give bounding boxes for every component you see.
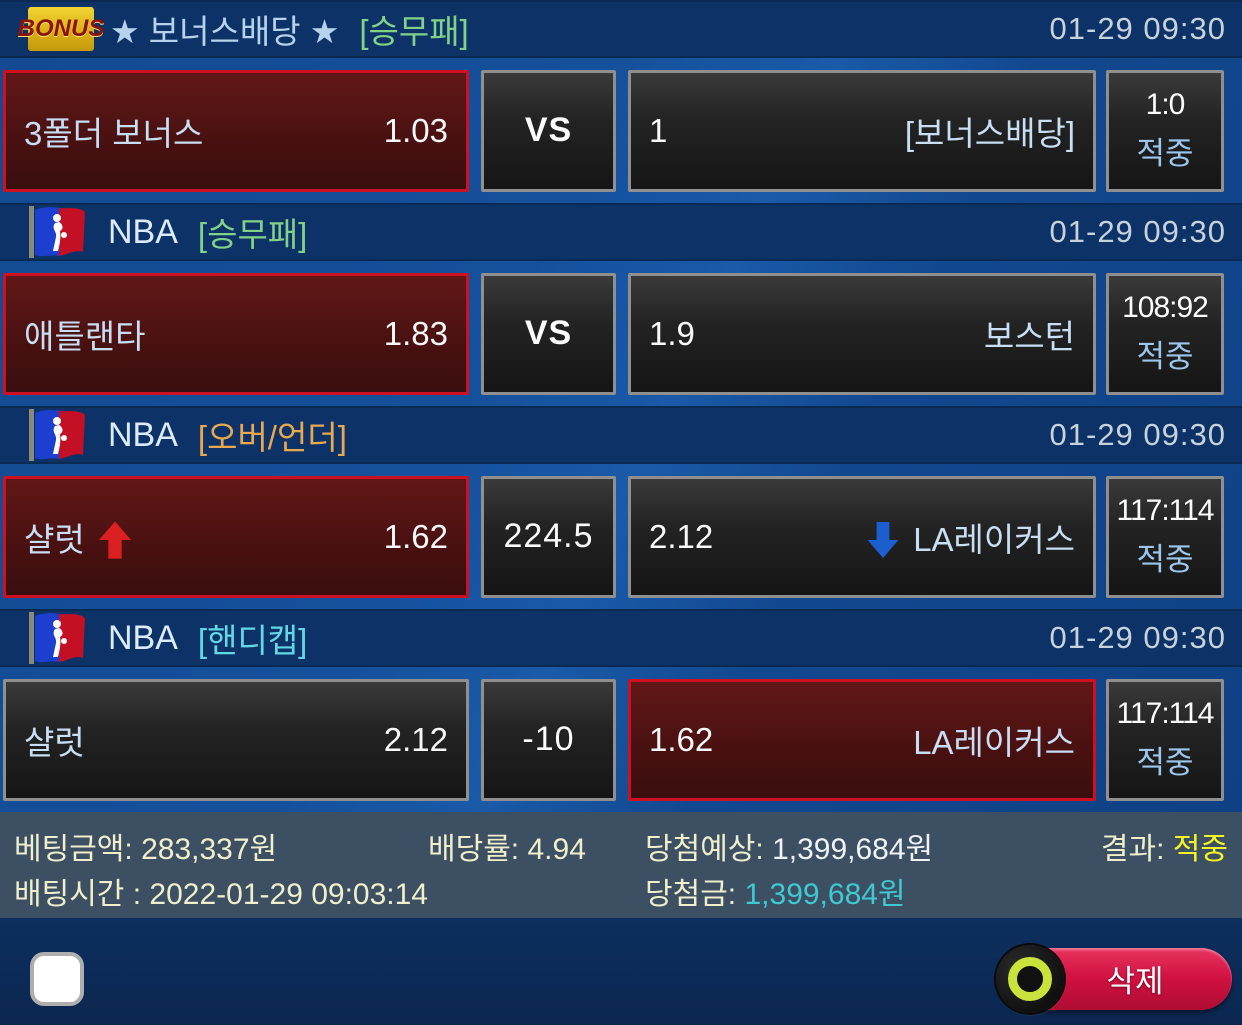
match-score: 1:0 <box>1145 88 1186 121</box>
bet-amount: 베팅금액: 283,337원 <box>14 824 277 868</box>
target-ring-icon <box>1008 956 1052 1001</box>
away-pick-box: 1.9 보스턴 <box>628 272 1096 395</box>
away-odds: 1.9 <box>649 314 695 352</box>
bet-amount-value: 283,337원 <box>141 833 278 866</box>
up-arrow-icon <box>98 520 131 559</box>
target-icon <box>996 944 1064 1013</box>
draw-box: VS <box>481 69 616 192</box>
hit-status: 적중 <box>1136 339 1194 374</box>
draw-box: VS <box>481 272 616 395</box>
match-header-nba-2: NBA [오버/언더] 01-29 09:30 <box>0 406 1242 464</box>
bet-result: 결과: 적중 <box>1101 824 1228 868</box>
bet-result-label: 결과: <box>1100 833 1165 866</box>
match-datetime: 01-29 09:30 <box>1049 417 1226 452</box>
home-name: 샬럿 <box>24 513 131 561</box>
win-amount: 당첨금: 1,399,684원 <box>645 869 906 913</box>
nba-flag-icon <box>29 612 85 664</box>
bet-amount-label: 베팅금액: <box>14 833 133 866</box>
hit-status: 적중 <box>1136 542 1194 577</box>
match-score: 108:92 <box>1122 291 1209 324</box>
home-odds: 2.12 <box>383 720 448 758</box>
expected-win: 당첨예상: 1,399,684원 <box>645 824 933 868</box>
match-datetime: 01-29 09:30 <box>1049 11 1226 46</box>
win-amount-value: 1,399,684원 <box>744 878 906 911</box>
delete-button-label: 삭제 <box>1106 964 1164 999</box>
home-name: 샬럿 <box>24 723 85 761</box>
match-row: 3폴더 보너스 1.03 VS 1 [보너스배당] 1:0 적중 <box>0 58 1242 203</box>
result-box: 108:92 적중 <box>1106 272 1224 395</box>
market-type-label: [승무패] <box>359 13 469 50</box>
total-odds: 배당률: 4.94 <box>428 824 586 868</box>
home-name: 3폴더 보너스 <box>24 114 204 152</box>
match-title: ★ 보너스배당 ★ <box>110 13 340 50</box>
total-odds-label: 배당률: <box>428 833 520 866</box>
win-amount-label: 당첨금: <box>645 878 737 911</box>
hit-status: 적중 <box>1136 745 1194 780</box>
away-pick-box: 1.62 LA레이커스 <box>628 678 1096 801</box>
away-name: [보너스배당] <box>904 114 1075 152</box>
bottom-bar: 삭제 <box>0 918 1242 1025</box>
match-datetime: 01-29 09:30 <box>1049 214 1226 249</box>
select-checkbox[interactable] <box>30 951 84 1006</box>
line-box: 224.5 <box>481 475 616 598</box>
away-pick-box: 2.12 LA레이커스 <box>628 475 1096 598</box>
league-name: NBA <box>108 415 178 454</box>
league-name: NBA <box>108 212 178 251</box>
market-type-label: [오버/언더] <box>197 419 347 456</box>
center-value: VS <box>524 314 573 352</box>
bet-time: 배팅시간 : 2022-01-29 09:03:14 <box>14 869 428 913</box>
home-odds: 1.03 <box>383 111 448 149</box>
center-value: VS <box>524 111 573 149</box>
home-pick-box: 애틀랜타 1.83 <box>3 272 469 395</box>
bet-summary: 베팅금액: 283,337원 배당률: 4.94 당첨예상: 1,399,684… <box>0 812 1242 918</box>
away-name-text: LA레이커스 <box>913 520 1075 558</box>
away-odds: 1.62 <box>649 720 714 758</box>
center-value: -10 <box>522 720 575 758</box>
bet-time-label: 배팅시간 : <box>14 878 142 911</box>
match-row: 샬럿 2.12 -10 1.62 LA레이커스 117:114 적중 <box>0 667 1242 812</box>
match-datetime: 01-29 09:30 <box>1049 620 1226 655</box>
result-box: 117:114 적중 <box>1106 678 1224 801</box>
expected-win-value: 1,399,684원 <box>772 833 934 866</box>
bet-result-value: 적중 <box>1172 833 1228 866</box>
center-value: 224.5 <box>503 517 594 555</box>
bet-time-value: 2022-01-29 09:03:14 <box>149 878 428 911</box>
handicap-box: -10 <box>481 678 616 801</box>
away-pick-box: 1 [보너스배당] <box>628 69 1096 192</box>
match-row: 애틀랜타 1.83 VS 1.9 보스턴 108:92 적중 <box>0 261 1242 406</box>
away-odds: 1 <box>649 111 668 149</box>
home-pick-box: 3폴더 보너스 1.03 <box>3 69 469 192</box>
match-header-nba-3: NBA [핸디캡] 01-29 09:30 <box>0 609 1242 667</box>
hit-status: 적중 <box>1136 136 1194 171</box>
result-box: 1:0 적중 <box>1106 69 1224 192</box>
market-type-label: [핸디캡] <box>197 622 308 659</box>
result-box: 117:114 적중 <box>1106 475 1224 598</box>
expected-win-label: 당첨예상: <box>645 833 764 866</box>
home-pick-box: 샬럿 1.62 <box>3 475 469 598</box>
total-odds-value: 4.94 <box>527 833 586 866</box>
market-type-label: [승무패] <box>197 216 308 253</box>
bonus-badge-icon: BONUS <box>18 7 104 51</box>
home-pick-box: 샬럿 2.12 <box>3 678 469 801</box>
match-header-nba-1: NBA [승무패] 01-29 09:30 <box>0 203 1242 261</box>
league-name: NBA <box>108 618 178 657</box>
match-score: 117:114 <box>1116 697 1215 730</box>
away-odds: 2.12 <box>649 517 714 555</box>
home-odds: 1.62 <box>383 517 448 555</box>
match-header-bonus: BONUS ★ 보너스배당 ★ [승무패] 01-29 09:30 <box>0 0 1242 58</box>
down-arrow-icon <box>867 521 899 558</box>
away-name: LA레이커스 <box>867 513 1075 561</box>
away-name: LA레이커스 <box>913 723 1075 761</box>
home-name: 애틀랜타 <box>24 317 146 355</box>
delete-button[interactable]: 삭제 <box>996 944 1232 1013</box>
away-name: 보스턴 <box>983 317 1075 355</box>
home-odds: 1.83 <box>383 314 448 352</box>
match-score: 117:114 <box>1116 494 1215 527</box>
match-row: 샬럿 1.62 224.5 2.12 LA레이커스 117:114 적중 <box>0 464 1242 609</box>
nba-flag-icon <box>29 206 85 258</box>
nba-flag-icon <box>29 409 85 461</box>
home-name-text: 샬럿 <box>24 520 85 558</box>
